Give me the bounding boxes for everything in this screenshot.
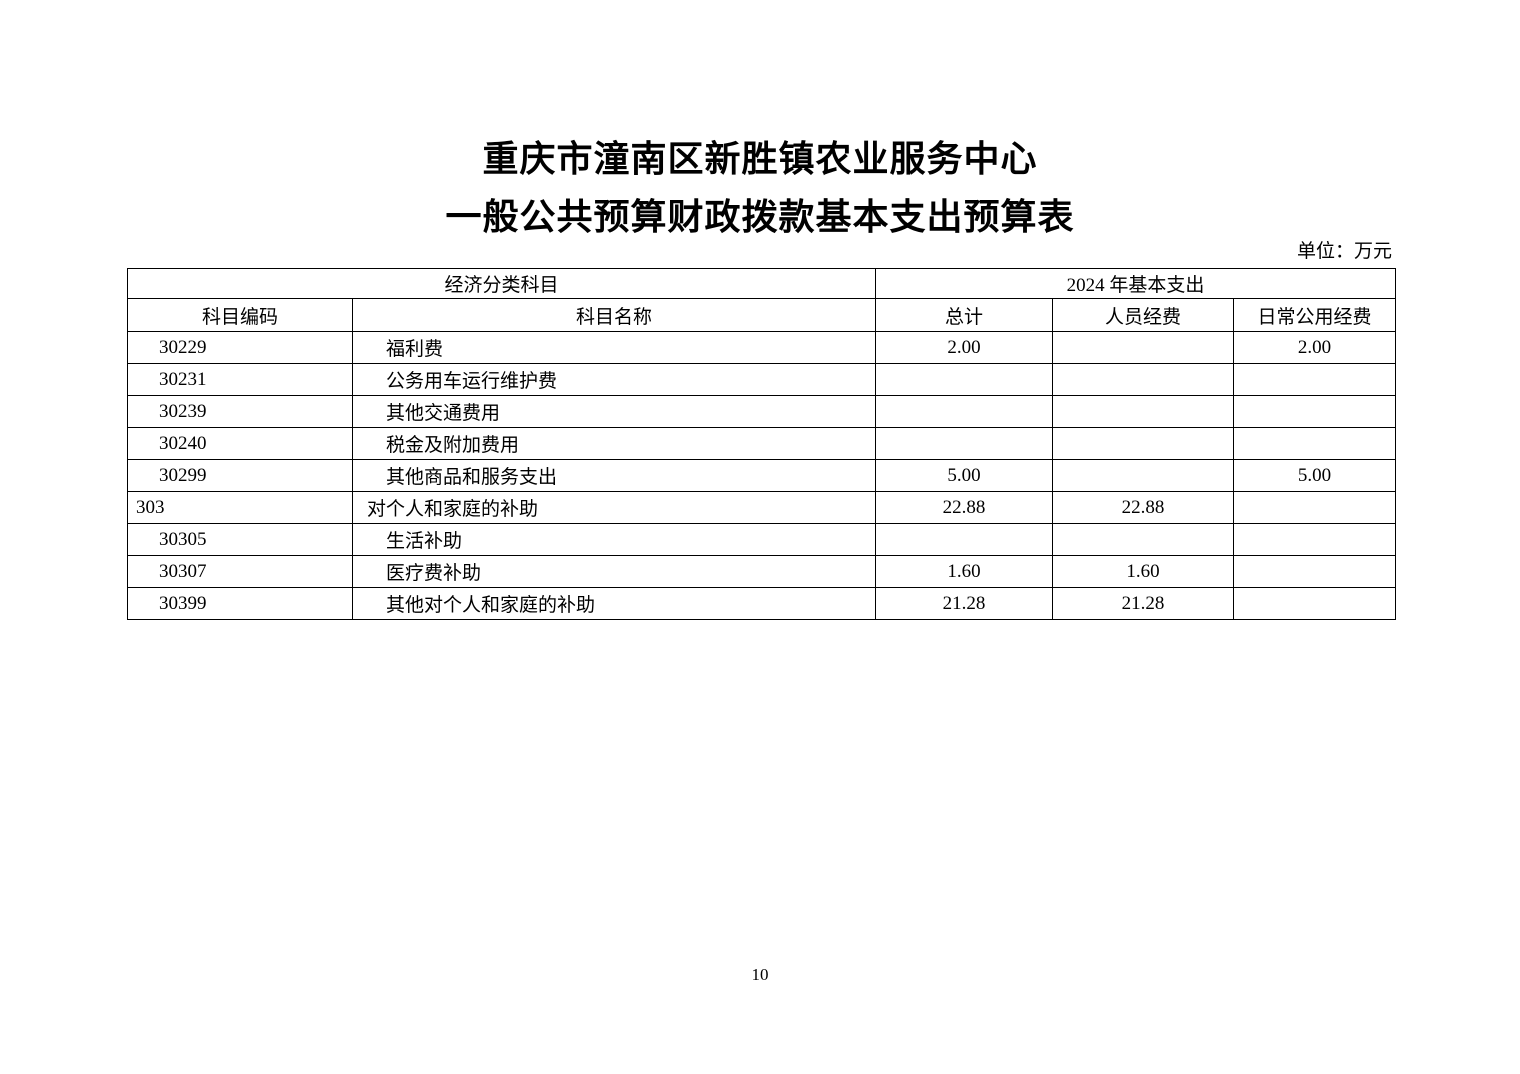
subject-code-cell: 30231 — [127, 363, 353, 396]
page-title-line2: 一般公共预算财政拨款基本支出预算表 — [445, 196, 1075, 237]
group-header-2024-basic-expenditure: 2024 年基本支出 — [875, 268, 1397, 299]
total-cell — [875, 427, 1054, 460]
subject-name-cell: 其他交通费用 — [351, 395, 877, 428]
daily-public-funds-cell — [1233, 491, 1397, 524]
subject-name-cell: 对个人和家庭的补助 — [351, 491, 877, 524]
budget-table: 经济分类科目 2024 年基本支出 科目编码 科目名称 总计 人员经费 日常公用… — [126, 268, 1397, 620]
table-row: 30299 其他商品和服务支出 5.00 5.00 — [127, 459, 1397, 492]
daily-public-funds-cell — [1233, 363, 1397, 396]
personnel-funds-cell — [1052, 459, 1235, 492]
group-header-economic-classification: 经济分类科目 — [126, 268, 877, 299]
table-row: 303 对个人和家庭的补助 22.88 22.88 — [127, 491, 1397, 524]
daily-public-funds-cell — [1233, 555, 1397, 588]
column-header-total: 总计 — [875, 298, 1054, 332]
subject-code-cell: 30239 — [127, 395, 353, 428]
personnel-funds-cell — [1052, 363, 1235, 396]
personnel-funds-cell: 21.28 — [1052, 587, 1235, 620]
total-cell: 21.28 — [875, 587, 1054, 620]
personnel-funds-cell — [1052, 331, 1235, 364]
subject-name-cell: 其他商品和服务支出 — [351, 459, 877, 492]
personnel-funds-cell — [1052, 427, 1235, 460]
total-cell — [875, 363, 1054, 396]
column-header-personnel-funds: 人员经费 — [1052, 298, 1235, 332]
column-header-subject-code: 科目编码 — [127, 298, 353, 332]
table-column-header-row: 科目编码 科目名称 总计 人员经费 日常公用经费 — [127, 298, 1397, 332]
total-cell — [875, 395, 1054, 428]
table-row: 30305 生活补助 — [127, 523, 1397, 556]
table-row: 30240 税金及附加费用 — [127, 427, 1397, 460]
total-cell: 2.00 — [875, 331, 1054, 364]
subject-name-cell: 其他对个人和家庭的补助 — [351, 587, 877, 620]
daily-public-funds-cell — [1233, 587, 1397, 620]
table-row: 30239 其他交通费用 — [127, 395, 1397, 428]
daily-public-funds-cell — [1233, 395, 1397, 428]
personnel-funds-cell — [1052, 395, 1235, 428]
page-title-line1: 重庆市潼南区新胜镇农业服务中心 — [482, 138, 1038, 179]
subject-code-cell: 30307 — [127, 555, 353, 588]
total-cell: 1.60 — [875, 555, 1054, 588]
unit-note: 单位：万元 — [1296, 241, 1392, 262]
subject-code-cell: 30229 — [127, 331, 353, 364]
daily-public-funds-cell — [1233, 427, 1397, 460]
column-header-daily-public-funds: 日常公用经费 — [1233, 298, 1397, 332]
total-cell: 22.88 — [875, 491, 1054, 524]
subject-name-cell: 生活补助 — [351, 523, 877, 556]
subject-code-cell: 30240 — [127, 427, 353, 460]
total-cell: 5.00 — [875, 459, 1054, 492]
table-row: 30229 福利费 2.00 2.00 — [127, 331, 1397, 364]
table-group-header-row: 经济分类科目 2024 年基本支出 — [126, 268, 1397, 299]
daily-public-funds-cell — [1233, 523, 1397, 556]
subject-name-cell: 福利费 — [351, 331, 877, 364]
personnel-funds-cell: 1.60 — [1052, 555, 1235, 588]
subject-code-cell: 30299 — [127, 459, 353, 492]
subject-name-cell: 公务用车运行维护费 — [351, 363, 877, 396]
table-row: 30399 其他对个人和家庭的补助 21.28 21.28 — [127, 587, 1397, 620]
page-number: 10 — [751, 965, 769, 984]
table-row: 30231 公务用车运行维护费 — [127, 363, 1397, 396]
column-header-subject-name: 科目名称 — [351, 298, 877, 332]
daily-public-funds-cell: 5.00 — [1233, 459, 1397, 492]
subject-name-cell: 税金及附加费用 — [351, 427, 877, 460]
subject-code-cell: 303 — [127, 491, 353, 524]
personnel-funds-cell — [1052, 523, 1235, 556]
table-body: 30229 福利费 2.00 2.00 30231 公务用车运行维护费 3023… — [127, 331, 1397, 620]
subject-code-cell: 30399 — [127, 587, 353, 620]
subject-name-cell: 医疗费补助 — [351, 555, 877, 588]
subject-code-cell: 30305 — [127, 523, 353, 556]
daily-public-funds-cell: 2.00 — [1233, 331, 1397, 364]
personnel-funds-cell: 22.88 — [1052, 491, 1235, 524]
table-row: 30307 医疗费补助 1.60 1.60 — [127, 555, 1397, 588]
total-cell — [875, 523, 1054, 556]
